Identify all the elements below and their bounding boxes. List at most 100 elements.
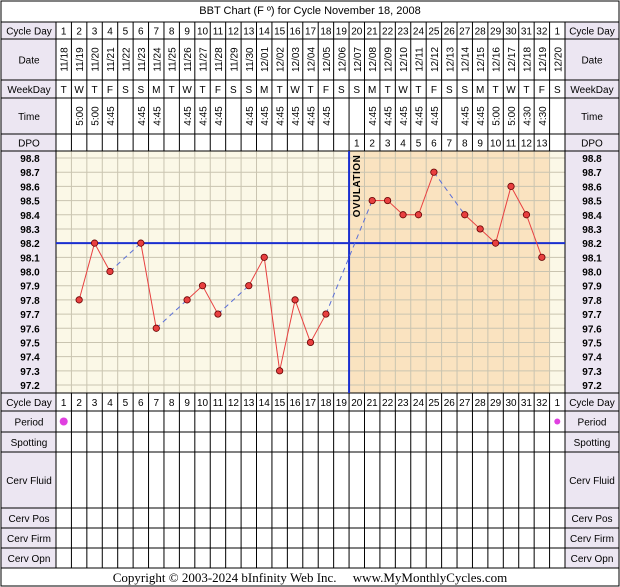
weekday-label: T — [169, 85, 175, 96]
date-label: 11/28 — [214, 47, 225, 72]
weekday-label: T — [61, 85, 67, 96]
weekday-label: S — [446, 85, 453, 96]
cycle-day-number: 26 — [444, 27, 456, 38]
date-label: 11/18 — [60, 47, 71, 72]
row-label-right-spotting: Spotting — [574, 438, 611, 449]
date-label: 12/14 — [461, 47, 472, 72]
temp-line — [78, 242, 96, 301]
date-label: 12/20 — [553, 47, 564, 72]
temp-point — [291, 296, 299, 304]
weekday-label: T — [92, 85, 98, 96]
y-tick-right: 98.8 — [582, 154, 602, 165]
weekday-label: T — [523, 85, 529, 96]
cycle-day-number: 29 — [490, 27, 502, 38]
temp-point — [476, 225, 484, 233]
y-tick-right: 97.7 — [582, 310, 602, 321]
website-link[interactable]: www.MyMonthlyCycles.com — [352, 570, 508, 585]
time-label: 5:00 — [91, 106, 102, 126]
date-label: 12/06 — [337, 47, 348, 72]
temp-point — [90, 239, 99, 247]
time-label: 4:45 — [245, 106, 256, 126]
weekday-label: W — [398, 85, 408, 96]
cycle-day-number: 6 — [138, 27, 144, 38]
row-label-right-period: Period — [578, 418, 607, 429]
weekday-label: W — [290, 85, 300, 96]
weekday-label: T — [493, 85, 499, 96]
cycle-day-number: 12 — [228, 398, 240, 409]
temp-line-dashed — [217, 285, 250, 315]
cycle-day-number: 17 — [305, 27, 317, 38]
row-label-right-cycle_day: Cycle Day — [569, 398, 615, 409]
cycle-day-number: 5 — [123, 398, 129, 409]
weekday-label: M — [260, 85, 268, 96]
date-label: 11/29 — [229, 47, 240, 72]
cycle-day-number: 15 — [274, 398, 286, 409]
y-tick-right: 97.2 — [582, 381, 602, 392]
cycle-day-number: 22 — [382, 27, 394, 38]
time-label: 4:45 — [476, 106, 487, 126]
cycle-day-number: 23 — [397, 398, 409, 409]
row-label-right-dpo: DPO — [581, 139, 603, 150]
cycle-day-number: 14 — [259, 398, 271, 409]
date-label: 12/17 — [507, 47, 518, 72]
right-label-column — [565, 22, 619, 568]
cycle-day-number: 12 — [228, 27, 240, 38]
temp-line — [294, 299, 311, 343]
dpo-number: 1 — [354, 139, 360, 150]
cycle-day-number: 30 — [505, 27, 517, 38]
cycle-day-number: 10 — [197, 27, 209, 38]
y-tick-left: 97.7 — [20, 310, 40, 321]
temp-point — [538, 253, 546, 261]
time-label: 5:00 — [75, 106, 86, 126]
date-label: 12/08 — [368, 47, 379, 72]
row-label-right-cycle_day: Cycle Day — [569, 27, 615, 38]
cycle-day-number: 22 — [382, 398, 394, 409]
cycle-day-number: 13 — [243, 398, 255, 409]
footer: Copyright © 2003-2024 bInfinity Web Inc.… — [0, 570, 620, 586]
date-label: 11/19 — [75, 47, 86, 72]
date-label: 11/21 — [106, 47, 117, 72]
cycle-day-number: 1 — [555, 27, 561, 38]
y-tick-left: 98.3 — [20, 225, 40, 236]
date-label: 12/09 — [384, 47, 395, 72]
y-tick-right: 97.6 — [582, 324, 602, 335]
y-tick-left: 98.5 — [20, 197, 40, 208]
cycle-day-number: 1 — [61, 398, 67, 409]
cycle-day-number: 16 — [290, 27, 302, 38]
cycle-day-number: 21 — [367, 398, 379, 409]
date-label: 11/25 — [168, 47, 179, 72]
weekday-label: W — [74, 85, 84, 96]
cycle-day-number: 9 — [184, 398, 190, 409]
temp-line-dashed — [109, 242, 142, 272]
temp-point — [214, 310, 222, 318]
y-tick-left: 98.1 — [20, 253, 40, 264]
time-label: 4:45 — [183, 106, 194, 126]
copyright-text: Copyright © 2003-2024 bInfinity Web Inc. — [112, 570, 337, 585]
date-label: 11/26 — [183, 47, 194, 72]
y-tick-left: 98.4 — [20, 211, 40, 222]
y-tick-left: 98.2 — [20, 239, 40, 250]
temp-line-dashed — [155, 299, 188, 329]
weekday-label: S — [554, 85, 561, 96]
cycle-day-number: 27 — [459, 27, 471, 38]
row-label-left-time: Time — [18, 112, 40, 123]
temp-point — [106, 267, 114, 276]
temp-point — [183, 296, 191, 304]
weekday-label: F — [539, 85, 545, 96]
weekday-label: F — [215, 85, 221, 96]
y-tick-right: 98.4 — [582, 211, 602, 222]
cycle-day-number: 25 — [428, 398, 440, 409]
cycle-day-number: 1 — [61, 27, 67, 38]
time-label: 4:45 — [260, 106, 271, 126]
y-tick-left: 98.6 — [20, 182, 40, 193]
cycle-day-number: 14 — [259, 27, 271, 38]
date-label: 12/12 — [430, 47, 441, 72]
temp-point — [430, 168, 438, 176]
temp-point — [152, 324, 160, 332]
cycle-day-number: 32 — [536, 27, 548, 38]
cycle-day-number: 11 — [213, 398, 224, 409]
y-tick-right: 97.8 — [582, 296, 602, 307]
cycle-day-number: 24 — [413, 27, 425, 38]
cycle-day-number: 6 — [138, 398, 144, 409]
time-label: 4:45 — [214, 106, 225, 126]
